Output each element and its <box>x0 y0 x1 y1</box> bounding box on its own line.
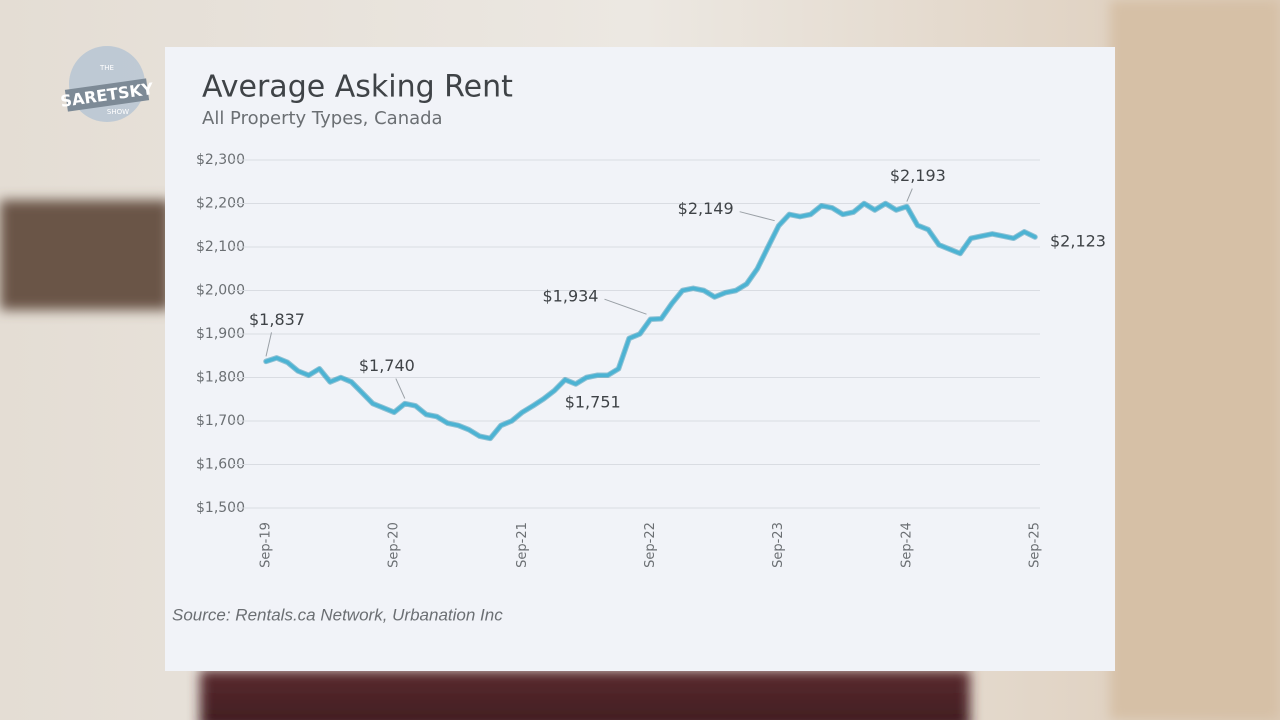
x-tick-label: Sep-19 <box>259 522 274 568</box>
y-tick-label: $1,900 <box>196 326 245 342</box>
annotation-leader <box>906 188 913 202</box>
y-tick-label: $1,600 <box>196 457 245 473</box>
y-tick-label: $1,700 <box>196 413 245 429</box>
logo: THE SARETSKY SHOW <box>59 46 155 122</box>
y-tick-label: $2,000 <box>196 283 245 299</box>
x-tick-label: Sep-23 <box>771 522 786 568</box>
data-label: $2,123 <box>1050 231 1106 250</box>
data-label: $1,751 <box>565 392 621 411</box>
chart-subtitle: All Property Types, Canada <box>202 108 443 129</box>
x-tick-label: Sep-25 <box>1028 522 1043 568</box>
source-note: Source: Rentals.ca Network, Urbanation I… <box>172 605 503 624</box>
data-label: $2,193 <box>890 166 946 185</box>
annotation-leader <box>739 211 775 222</box>
annotation-leader <box>604 298 647 315</box>
annotation-leader <box>395 378 406 399</box>
logo-bottom: SHOW <box>107 108 129 116</box>
x-tick-label: Sep-22 <box>643 522 658 568</box>
chart-title: Average Asking Rent <box>202 70 513 105</box>
y-tick-label: $2,200 <box>196 196 245 212</box>
y-tick-label: $2,300 <box>196 152 245 168</box>
data-label: $1,837 <box>249 310 305 329</box>
y-tick-label: $1,800 <box>196 370 245 386</box>
x-tick-label: Sep-20 <box>387 522 402 568</box>
x-tick-label: Sep-21 <box>515 522 530 568</box>
y-tick-label: $1,500 <box>196 500 245 516</box>
y-tick-label: $2,100 <box>196 239 245 255</box>
data-line <box>264 201 1037 441</box>
logo-top: THE <box>99 64 114 72</box>
annotation-leader <box>265 332 272 357</box>
x-tick-label: Sep-24 <box>899 522 914 568</box>
chart-card <box>165 47 1115 671</box>
data-label: $1,934 <box>543 287 599 306</box>
data-label: $2,149 <box>678 199 734 218</box>
data-label: $1,740 <box>359 356 415 375</box>
